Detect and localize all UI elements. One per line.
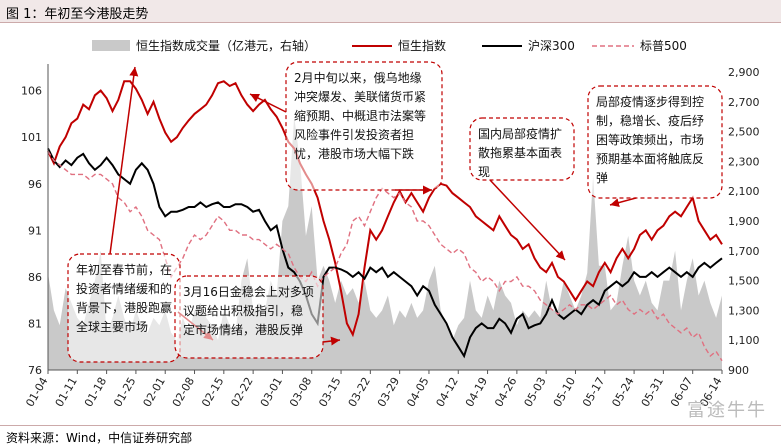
right-tick-label: 900 bbox=[728, 364, 749, 377]
watermark: 富途牛牛 bbox=[687, 400, 767, 421]
x-tick-label: 03-29 bbox=[375, 375, 402, 409]
annotation-callout-1: 年初至春节前，在投资者情绪缓和的背景下，港股跑赢全球主要市场 bbox=[67, 66, 214, 363]
left-tick-label: 76 bbox=[28, 364, 42, 377]
annotation-text: 国内局部疫情扩散拖累基本面表现 bbox=[478, 126, 562, 179]
left-tick-label: 101 bbox=[21, 131, 42, 144]
annotation-arrow bbox=[322, 336, 341, 346]
right-tick-label: 2,100 bbox=[728, 185, 760, 198]
right-tick-label: 1,900 bbox=[728, 215, 760, 228]
left-tick-label: 91 bbox=[28, 224, 42, 237]
series-sp500-line bbox=[47, 150, 723, 362]
series-csi300-line bbox=[47, 147, 723, 359]
x-tick-label: 04-05 bbox=[404, 375, 431, 409]
right-tick-label: 1,300 bbox=[728, 304, 760, 317]
annotation-arrow bbox=[249, 93, 287, 113]
figure-title: 图 1：年初至今港股走势 bbox=[6, 7, 149, 22]
annotation-arrow bbox=[609, 197, 637, 208]
annotation-arrow bbox=[489, 179, 566, 261]
x-tick-label: 05-17 bbox=[580, 375, 607, 409]
x-tick-label: 04-19 bbox=[463, 375, 490, 409]
x-tick-label: 01-18 bbox=[82, 375, 109, 409]
hk-stock-chart: 恒生指数成交量（亿港元，右轴） 恒生指数 沪深300 标普500 76 81 86 9… bbox=[21, 38, 760, 409]
annotation-callout-5: 局部疫情逐步得到控制，稳增长、疫后纾困等政策频出，市场预期基本面将触底反弹 bbox=[587, 85, 723, 208]
source-divider bbox=[0, 425, 781, 426]
right-tick-label: 1,700 bbox=[728, 245, 760, 258]
annotations-layer: 年初至春节前，在投资者情绪缓和的背景下，港股跑赢全球主要市场 2月中旬以来，俄乌地… bbox=[67, 61, 723, 363]
x-tick-label: 02-08 bbox=[170, 375, 197, 409]
x-tick-label: 03-08 bbox=[287, 375, 314, 409]
x-tick-label: 03-01 bbox=[258, 375, 285, 409]
annotation-callout-2: 2月中旬以来，俄乌地缘冲突爆发、美联储货币紧缩预期、中概退市法案等风险事件引发投… bbox=[249, 61, 443, 195]
left-tick-label: 81 bbox=[28, 317, 42, 330]
right-tick-label: 2,900 bbox=[728, 66, 760, 79]
legend-label-csi300: 沪深300 bbox=[528, 39, 575, 53]
right-tick-label: 2,500 bbox=[728, 126, 760, 139]
annotation-callout-4: 国内局部疫情扩散拖累基本面表现 bbox=[469, 117, 575, 261]
annotation-text: 年初至春节前，在投资者情绪缓和的背景下，港股跑赢全球主要市场 bbox=[76, 262, 172, 334]
index-lines-layer bbox=[47, 80, 723, 362]
x-tick-label: 03-15 bbox=[316, 375, 343, 409]
right-tick-label: 1,500 bbox=[728, 275, 760, 288]
annotation-box bbox=[587, 85, 723, 199]
right-tick-label: 2,700 bbox=[728, 96, 760, 109]
annotation-box bbox=[469, 117, 575, 181]
annotation-arrow bbox=[109, 66, 139, 255]
annotation-text: 3月16日金稳会上对多项议题给出积极指引，稳定市场情绪，港股反弹 bbox=[183, 284, 314, 337]
annotation-text: 局部疫情逐步得到控制，稳增长、疫后纾困等政策频出，市场预期基本面将触底反弹 bbox=[596, 94, 704, 185]
x-tick-label: 05-03 bbox=[522, 375, 549, 409]
series-hsi-line bbox=[47, 80, 723, 338]
annotation-callout-3: 3月16日金稳会上对多项议题给出积极指引，稳定市场情绪，港股反弹 bbox=[174, 275, 341, 359]
source-note: 资料来源：Wind，中信证券研究部 bbox=[6, 431, 193, 445]
x-tick-label: 05-24 bbox=[609, 375, 636, 409]
x-tick-label: 04-12 bbox=[434, 375, 461, 409]
left-tick-label: 86 bbox=[28, 271, 42, 284]
left-tick-label: 106 bbox=[21, 85, 42, 98]
x-tick-label: 01-25 bbox=[111, 375, 138, 409]
annotation-text: 2月中旬以来，俄乌地缘冲突爆发、美联储货币紧缩预期、中概退市法案等风险事件引发投… bbox=[294, 70, 426, 161]
x-tick-label: 02-15 bbox=[199, 375, 226, 409]
legend-swatch-volume bbox=[92, 40, 130, 51]
x-tick-label: 05-31 bbox=[639, 375, 666, 409]
x-tick-label: 05-10 bbox=[551, 375, 578, 409]
legend-label-volume: 恒生指数成交量（亿港元，右轴） bbox=[136, 38, 316, 53]
right-tick-label: 1,100 bbox=[728, 334, 760, 347]
figure-title-bar: 图 1：年初至今港股走势 bbox=[0, 0, 781, 23]
x-tick-label: 02-22 bbox=[228, 375, 255, 409]
annotation-box bbox=[174, 275, 324, 359]
legend: 恒生指数成交量（亿港元，右轴） 恒生指数 沪深300 标普500 bbox=[92, 38, 687, 53]
x-tick-label: 02-01 bbox=[141, 375, 168, 409]
legend-label-sp500: 标普500 bbox=[640, 39, 687, 53]
x-tick-label: 01-04 bbox=[23, 375, 50, 409]
x-tick-label: 03-22 bbox=[346, 375, 373, 409]
annotation-box bbox=[285, 61, 443, 191]
x-tick-label: 04-26 bbox=[492, 375, 519, 409]
right-tick-label: 2,300 bbox=[728, 155, 760, 168]
x-tick-label: 01-11 bbox=[53, 375, 80, 409]
left-tick-label: 96 bbox=[28, 178, 42, 191]
legend-label-hsi: 恒生指数 bbox=[398, 38, 446, 53]
